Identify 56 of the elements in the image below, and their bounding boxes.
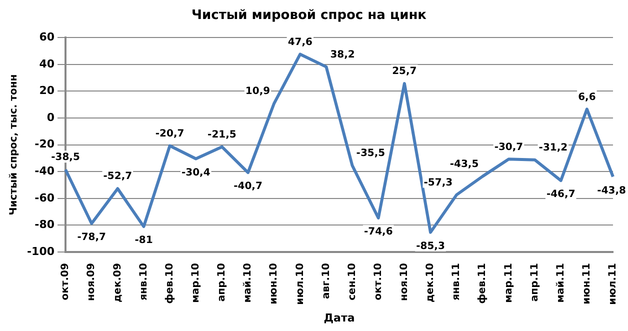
data-label: -43,8 — [597, 185, 626, 196]
x-tick-label: янв.11 — [451, 262, 462, 300]
x-tick-label: апр.11 — [529, 262, 540, 302]
data-label: -52,7 — [103, 171, 132, 182]
y-axis-title: Чистый спрос, тыс. тонн — [8, 74, 20, 216]
x-tick-label: фев.10 — [164, 262, 176, 304]
y-tick-label: 20 — [39, 84, 55, 98]
x-tick-label: ноя.09 — [86, 262, 98, 301]
x-tick-label: дек.10 — [425, 263, 436, 302]
data-label: -46,7 — [546, 189, 576, 200]
data-label: -57,3 — [424, 177, 453, 188]
data-label: -85,3 — [416, 240, 445, 252]
y-tick-label: -100 — [26, 244, 55, 258]
data-label: -20,7 — [155, 128, 184, 140]
x-tick-label: дек.09 — [112, 263, 124, 302]
data-label: -30,4 — [181, 167, 210, 178]
x-tick-label: янв.10 — [138, 262, 150, 300]
data-label: 38,2 — [330, 49, 355, 60]
y-tick-label: -40 — [34, 164, 55, 178]
x-tick-label: июн.10 — [268, 262, 280, 304]
x-tick-label: июн.11 — [582, 262, 593, 304]
x-tick-label: окт.09 — [60, 262, 72, 300]
data-label: -38,5 — [51, 152, 80, 164]
y-tick-label: -60 — [34, 191, 55, 204]
data-label: 10,9 — [245, 86, 270, 97]
data-label: -74,6 — [364, 226, 393, 238]
data-label: -30,7 — [494, 142, 524, 153]
x-tick-label: фев.11 — [477, 262, 488, 304]
x-tick-label: апр.10 — [216, 262, 228, 302]
x-tick-label: мар.11 — [503, 262, 514, 303]
data-label: -31,2 — [538, 142, 568, 154]
data-label: -81 — [134, 235, 153, 246]
x-tick-label: май.10 — [242, 263, 254, 303]
data-label: -21,5 — [208, 129, 236, 140]
x-tick-label: мар.10 — [190, 262, 202, 303]
x-tick-label: июл.11 — [608, 263, 619, 305]
y-tick-label: 60 — [39, 30, 55, 44]
chart-title: Чистый мировой спрос на цинк — [192, 8, 427, 24]
x-tick-label: авг.10 — [320, 262, 332, 300]
data-label: -78,7 — [77, 232, 106, 244]
y-tick-label: 40 — [39, 57, 55, 70]
x-tick-label: сен.10 — [346, 263, 358, 300]
data-label: 6,6 — [578, 92, 596, 103]
data-label: -40,7 — [234, 181, 262, 192]
x-tick-label: июл.10 — [294, 263, 306, 305]
x-tick-label: окт.10 — [372, 262, 384, 300]
y-tick-label: -80 — [34, 218, 55, 232]
x-tick-label: май.11 — [555, 263, 566, 303]
data-label: 25,7 — [392, 66, 417, 78]
data-label: 47,6 — [288, 36, 313, 48]
x-tick-label: ноя.10 — [399, 262, 410, 301]
data-label: -35,5 — [356, 148, 386, 160]
x-axis-title: Дата — [324, 311, 355, 324]
data-label: -43,5 — [450, 158, 479, 170]
y-tick-label: -20 — [34, 138, 55, 151]
y-tick-label: 0 — [46, 110, 55, 124]
